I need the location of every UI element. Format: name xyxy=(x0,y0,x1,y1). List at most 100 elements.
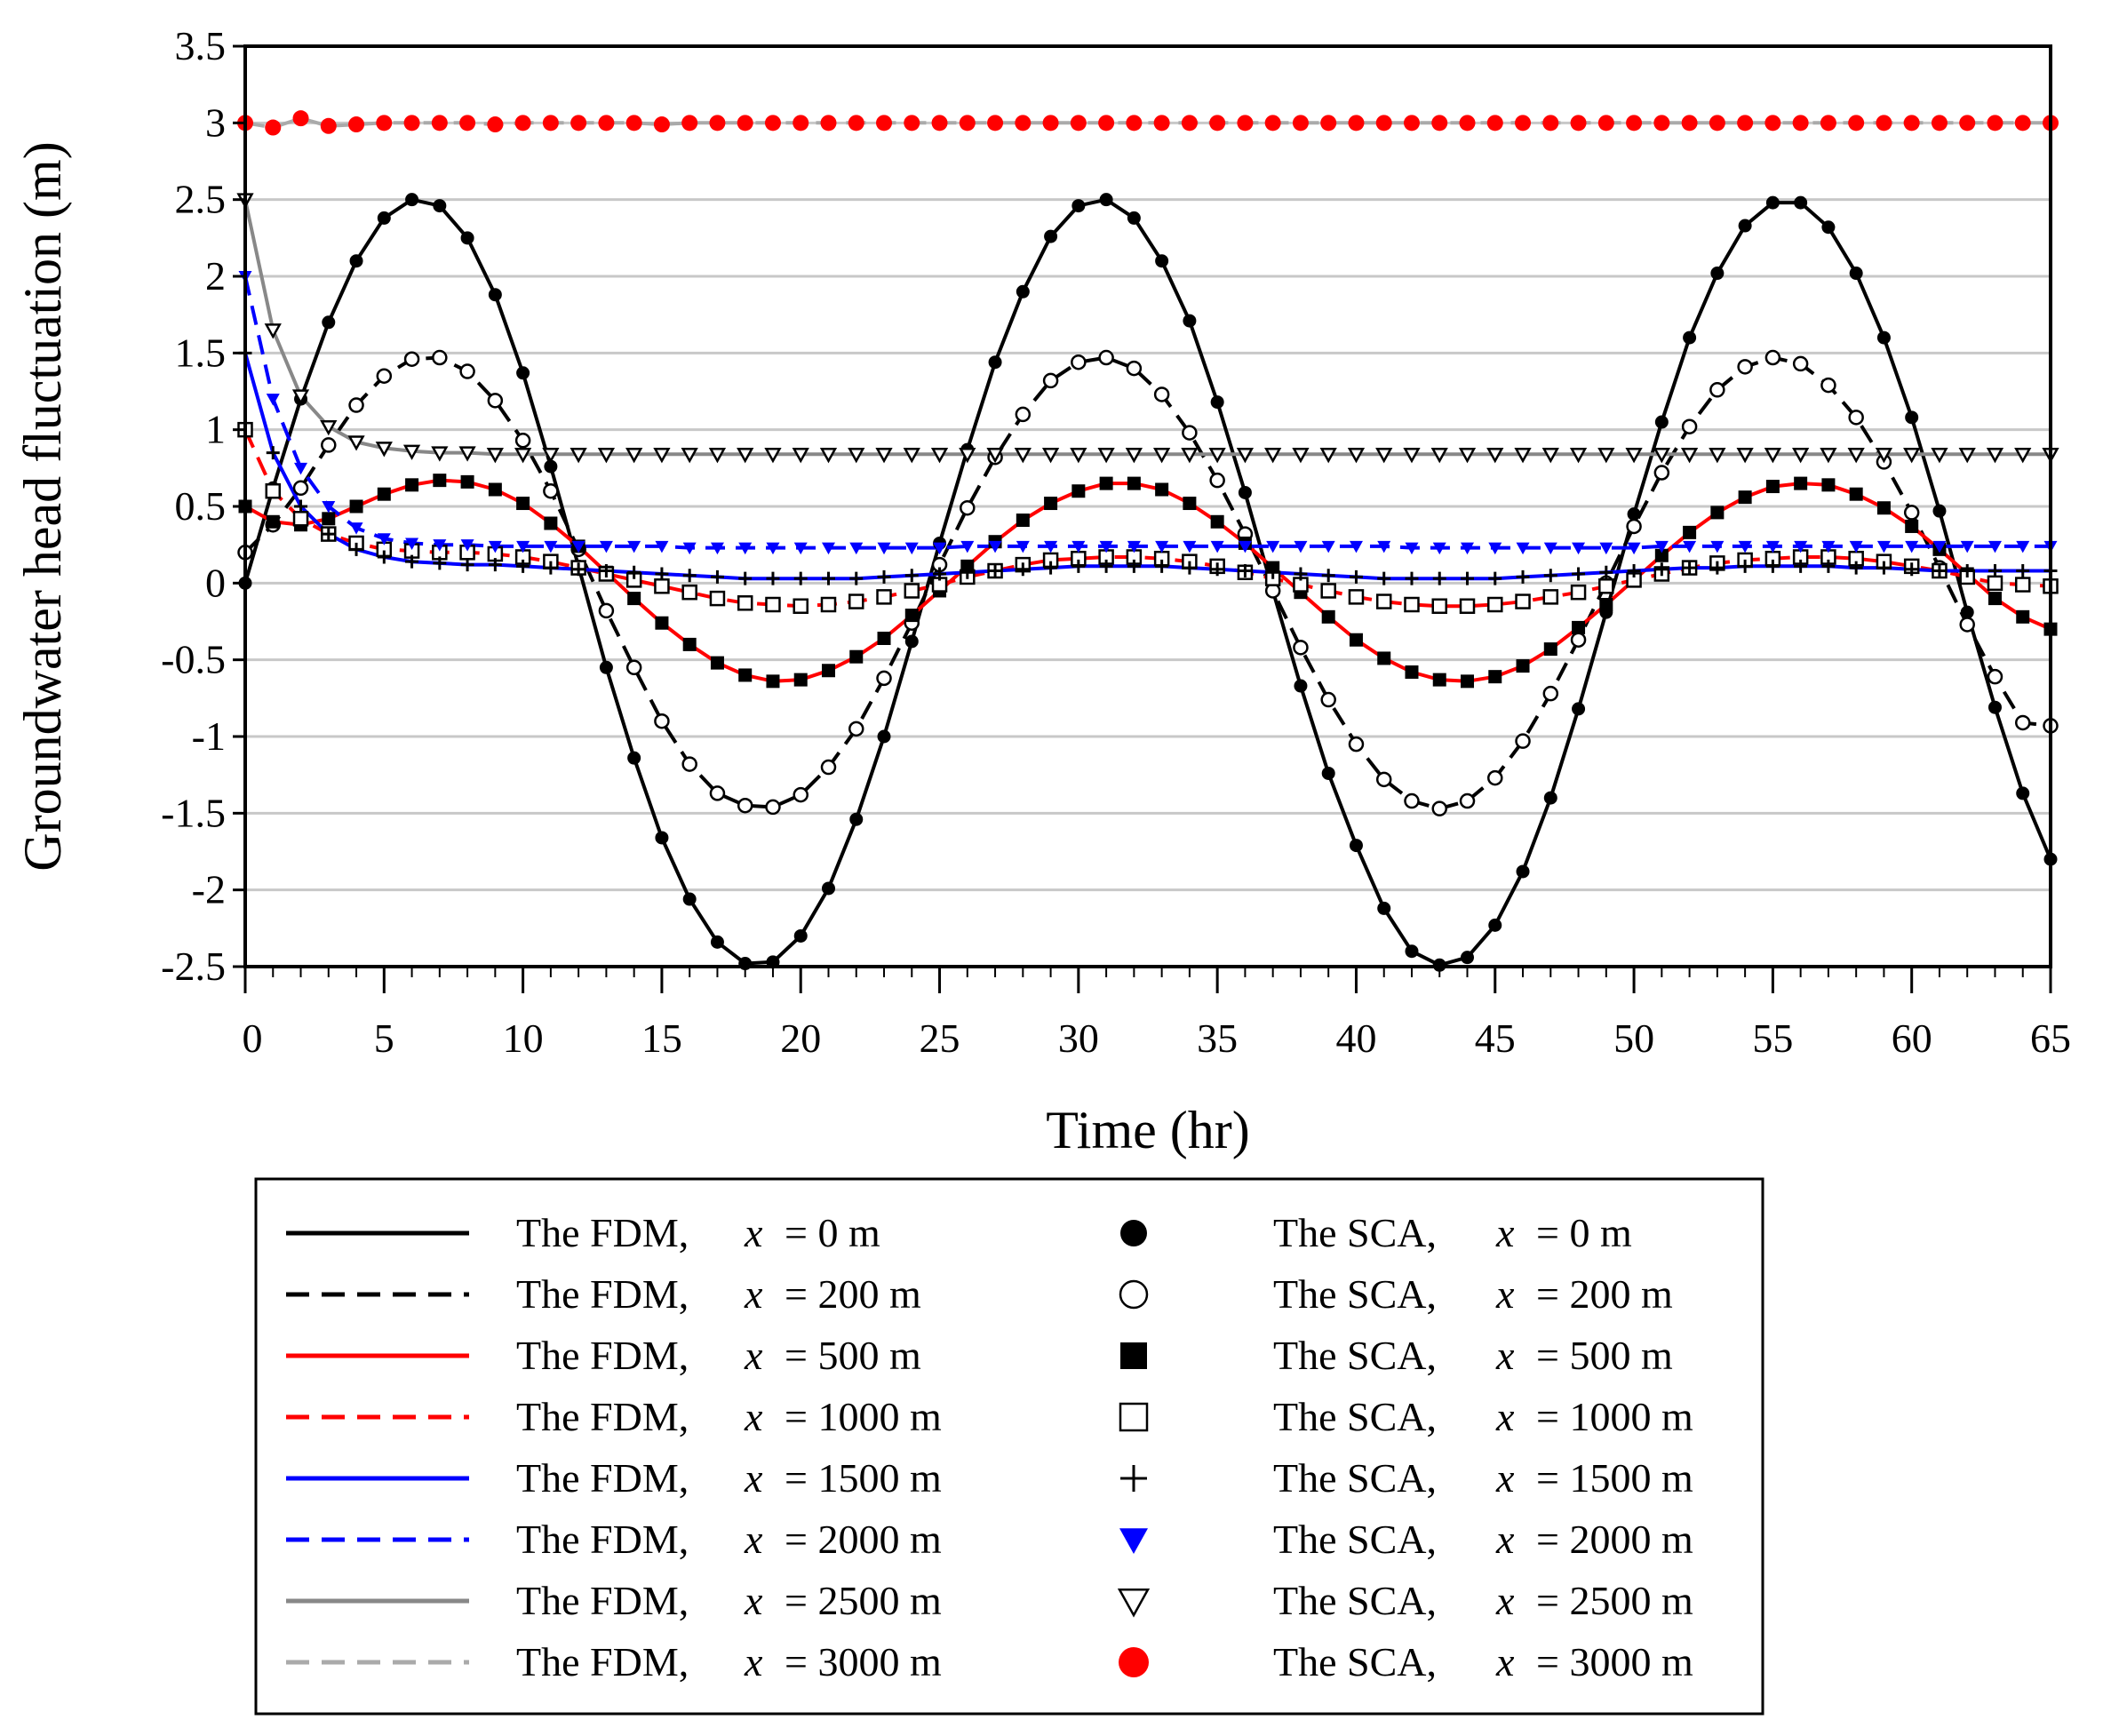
sca-point-2000-m xyxy=(516,540,530,553)
sca-point-1500-m xyxy=(1516,569,1530,584)
sca-point-0-m xyxy=(1238,485,1252,499)
sca-point-3000-m xyxy=(1459,115,1476,131)
axes: 3.5 3 2.5 2 1.5 1 0.5 0 -0.5 -1 -1.5 -2 -2.5 0 5 10 15 20… xyxy=(161,23,2071,1061)
sca-point-2000-m xyxy=(849,542,864,555)
legend-sca-label: The SCA, x = 200 m xyxy=(1273,1271,1673,1317)
sca-point-200-m xyxy=(1320,691,1336,708)
sca-point-200-m xyxy=(514,433,531,449)
sca-point-1500-m xyxy=(1071,559,1086,573)
sca-point-500-m xyxy=(766,674,780,689)
sca-point-0-m xyxy=(1016,284,1030,299)
legend-fdm-label: The FDM, x = 0 m xyxy=(516,1210,880,1255)
sca-point-200-m xyxy=(1848,410,1864,426)
sca-point-2000-m xyxy=(1543,542,1557,555)
sca-point-2500-m xyxy=(514,448,532,464)
sca-point-0-m xyxy=(821,881,835,896)
sca-point-3000-m xyxy=(1375,115,1392,131)
legend: The FDM, x = 0 m The SCA, x = 0 m The FDM, x = 2… xyxy=(254,1177,1764,1716)
sca-point-500-m xyxy=(266,514,280,529)
sca-point-200-m xyxy=(848,721,864,737)
sca-point-500-m xyxy=(655,616,669,630)
sca-point-2500-m xyxy=(1041,448,1060,464)
sca-point-2000-m xyxy=(627,540,641,553)
sca-point-2000-m xyxy=(1127,540,1141,553)
sca-point-2000-m xyxy=(405,538,419,550)
sca-point-2000-m xyxy=(821,542,835,555)
legend-sca-label: The SCA, x = 0 m xyxy=(1273,1210,1632,1255)
sca-point-2000-m xyxy=(1932,540,1947,553)
sca-point-0-m xyxy=(1349,839,1363,853)
sca-point-2500-m xyxy=(959,448,976,464)
sca-point-3000-m xyxy=(431,115,448,131)
sca-point-2000-m xyxy=(1405,542,1419,555)
sca-point-2500-m xyxy=(1181,448,1199,464)
sca-point-0-m xyxy=(460,231,474,245)
sca-point-2500-m xyxy=(1347,448,1366,464)
sca-point-1000-m xyxy=(737,595,753,611)
sca-point-500-m xyxy=(1543,642,1557,657)
sca-point-2000-m xyxy=(1238,540,1252,553)
sca-point-500-m xyxy=(377,487,391,501)
y-tick-label: -2.5 xyxy=(161,944,226,989)
sca-point-2500-m xyxy=(875,448,893,464)
sca-point-2500-m xyxy=(737,448,754,464)
sca-point-2500-m xyxy=(930,448,949,464)
sca-point-1500-m xyxy=(904,569,919,583)
sca-point-0-m xyxy=(793,928,808,943)
legend-marker-sample xyxy=(1120,1465,1147,1492)
sca-point-2500-m xyxy=(1014,448,1032,464)
sca-point-1500-m xyxy=(1849,561,1863,575)
sca-point-0-m xyxy=(488,288,502,302)
sca-point-0-m xyxy=(1932,504,1947,518)
sca-point-2000-m xyxy=(1155,540,1169,553)
sca-point-3000-m xyxy=(1015,115,1032,131)
sca-point-2500-m xyxy=(597,448,616,464)
sca-point-1500-m xyxy=(1294,567,1308,581)
sca-point-2000-m xyxy=(488,540,502,553)
sca-point-2000-m xyxy=(904,542,919,555)
sca-point-200-m xyxy=(2014,714,2031,731)
sca-point-1500-m xyxy=(1183,561,1197,575)
sca-point-0-m xyxy=(1461,951,1475,965)
sca-point-3000-m xyxy=(542,115,559,131)
sca-point-200-m xyxy=(1431,800,1447,816)
sca-point-0-m xyxy=(682,892,697,906)
sca-point-500-m xyxy=(821,664,835,678)
x-tick-label: 10 xyxy=(503,1015,544,1061)
sca-point-2500-m xyxy=(291,389,310,405)
sca-point-2000-m xyxy=(1627,542,1641,555)
sca-point-2000-m xyxy=(1461,542,1475,555)
sca-point-200-m xyxy=(1487,769,1503,786)
sca-point-0-m xyxy=(1127,211,1141,225)
sca-point-2000-m xyxy=(1488,542,1502,555)
sca-point-3000-m xyxy=(1959,115,1976,131)
sca-point-3000-m xyxy=(1848,115,1865,131)
sca-point-1500-m xyxy=(1210,562,1224,577)
sca-point-500-m xyxy=(405,478,419,492)
y-tick-label: -0.5 xyxy=(161,637,226,682)
sca-point-1000-m xyxy=(1320,583,1336,599)
sca-point-2000-m xyxy=(682,542,697,555)
sca-point-0-m xyxy=(1627,507,1641,522)
sca-point-3000-m xyxy=(1181,115,1198,131)
sca-point-3000-m xyxy=(1153,115,1170,131)
sca-point-1500-m xyxy=(1654,562,1669,577)
sca-point-200-m xyxy=(1792,355,1809,372)
sca-point-3000-m xyxy=(904,115,920,131)
sca-point-200-m xyxy=(820,759,837,776)
sca-point-500-m xyxy=(904,609,919,623)
sca-point-1000-m xyxy=(1570,584,1587,601)
sca-point-2000-m xyxy=(1683,540,1697,553)
sca-point-0-m xyxy=(1210,395,1224,410)
sca-point-2500-m xyxy=(681,448,698,464)
sca-point-1500-m xyxy=(2016,564,2030,578)
sca-point-3000-m xyxy=(1626,115,1643,131)
sca-point-0-m xyxy=(516,366,530,380)
sca-point-2500-m xyxy=(1931,448,1948,464)
legend-sca-label: The SCA, x = 500 m xyxy=(1273,1333,1673,1378)
sca-point-3000-m xyxy=(1292,115,1309,131)
sca-point-2500-m xyxy=(542,448,560,464)
y-tick-label: 0.5 xyxy=(175,483,227,529)
sca-point-2500-m xyxy=(347,435,365,451)
sca-point-1000-m xyxy=(1348,589,1365,605)
